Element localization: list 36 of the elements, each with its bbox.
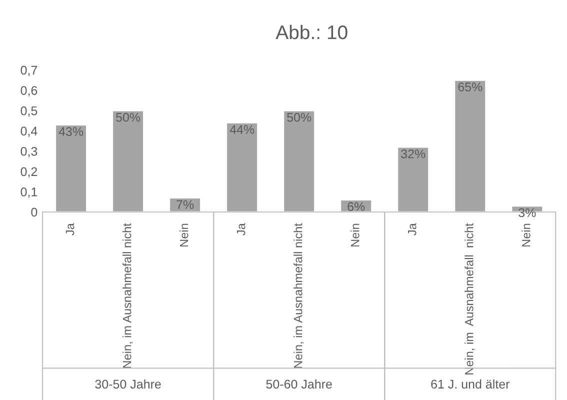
x-tick-label: Ja: [408, 223, 416, 236]
y-tick-label: 0,6: [20, 86, 38, 96]
x-tick-label: Ja: [66, 223, 74, 236]
bar: [54, 124, 88, 212]
data-label: 50%: [287, 112, 312, 122]
bar: [226, 122, 258, 212]
data-label: 32%: [401, 149, 426, 158]
data-label: 65%: [458, 82, 482, 92]
bar: [112, 110, 144, 212]
x-tick-label: Nein, im Ausnahmefall nicht: [294, 223, 304, 368]
y-tick-label: 0,5: [20, 106, 38, 117]
y-tick-label: 0,4: [20, 126, 38, 137]
x-tick-label: Ja: [237, 223, 246, 236]
x-tick-label: Nein, im Ausnahmefall nicht: [122, 223, 133, 368]
x-tick-label: Nein: [350, 224, 360, 246]
data-label: 6%: [348, 202, 365, 212]
y-tick-label: 0,1: [20, 188, 38, 198]
data-label: 43%: [58, 127, 84, 136]
text: 30-50 Jahre: [95, 379, 161, 389]
data-label: 44%: [230, 125, 254, 134]
bar: [454, 79, 487, 212]
bar: [282, 110, 316, 212]
data-label: 7%: [176, 200, 194, 209]
chart-title: Abb.: 10: [276, 24, 348, 40]
y-tick-label: 0,2: [20, 167, 38, 178]
bar: [168, 197, 202, 212]
text: 61 J. und älter: [431, 379, 510, 389]
x-tick-label: Nein: [522, 224, 530, 246]
text: 50-60 Jahre: [266, 379, 332, 389]
data-label: 3%: [518, 208, 536, 218]
x-tick-label: Nein: [180, 224, 188, 246]
data-label: 50%: [116, 112, 140, 122]
y-tick-label: 0,7: [20, 66, 38, 76]
y-tick-label: 0,3: [20, 146, 38, 158]
y-tick-label: 0: [31, 208, 38, 217]
bar: [396, 146, 430, 212]
